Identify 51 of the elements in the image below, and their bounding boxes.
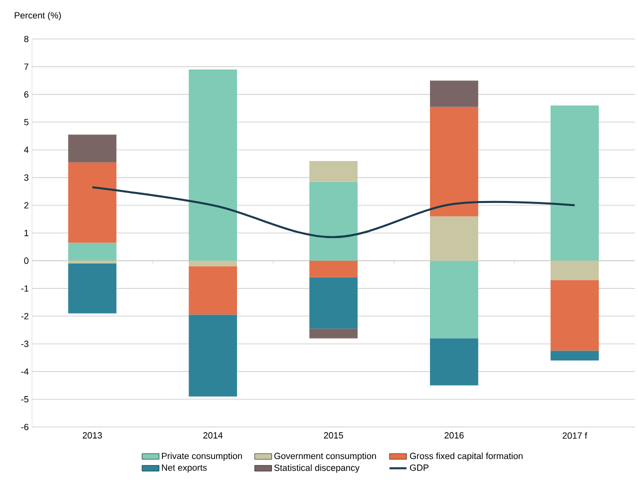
- legend-label: Gross fixed capital formation: [410, 452, 523, 461]
- bar: [68, 134, 116, 162]
- bar: [309, 328, 358, 338]
- y-tick-label: 7: [24, 64, 28, 70]
- bar: [430, 338, 478, 386]
- x-tick-label: 2017 f: [562, 432, 588, 439]
- legend-label: Net exports: [162, 464, 207, 473]
- bar: [68, 162, 116, 243]
- bar: [430, 216, 478, 261]
- y-tick-label: -6: [21, 424, 28, 430]
- bar: [550, 350, 599, 360]
- y-axis-title: Percent (%): [14, 12, 61, 20]
- bar: [309, 182, 358, 261]
- bar: [68, 242, 116, 261]
- y-tick-label: -2: [21, 313, 28, 320]
- y-tick-label: 2: [24, 202, 28, 208]
- y-tick-label: 5: [24, 119, 28, 126]
- bar: [430, 106, 478, 216]
- y-tick-label: 3: [24, 174, 28, 181]
- y-tick-label: -3: [21, 340, 28, 348]
- bar: [188, 266, 238, 315]
- y-tick-label: -5: [21, 396, 28, 402]
- legend-label: Government consumption: [274, 452, 376, 461]
- y-tick-label: -4: [21, 368, 29, 375]
- bar: [188, 314, 238, 397]
- bar: [430, 260, 478, 338]
- bar: [309, 160, 358, 182]
- x-tick-label: 2016: [444, 432, 464, 439]
- line-series: [91, 186, 576, 238]
- x-tick-label: 2013: [82, 432, 102, 439]
- bar: [188, 260, 238, 266]
- legend-label: Statistical discepancy: [274, 464, 360, 473]
- x-tick-label: 2015: [324, 432, 344, 439]
- bar: [309, 277, 358, 329]
- bar: [188, 69, 238, 261]
- bar: [309, 260, 358, 278]
- bar: [550, 106, 599, 261]
- y-tick-label: 0: [24, 258, 28, 264]
- legend-label: GDP: [410, 464, 428, 471]
- y-tick-label: 6: [24, 91, 28, 98]
- x-tick-label: 2014: [203, 432, 223, 439]
- bar: [550, 260, 599, 280]
- bar: [430, 80, 478, 107]
- y-tick-label: 8: [24, 36, 28, 42]
- bar: [550, 280, 599, 351]
- legend-label: Private consumption: [162, 452, 242, 461]
- y-tick-label: -1: [21, 285, 28, 292]
- bar: [68, 263, 116, 314]
- y-tick-label: 1: [24, 230, 28, 236]
- y-tick-label: 4: [24, 146, 29, 153]
- bar: [68, 260, 116, 264]
